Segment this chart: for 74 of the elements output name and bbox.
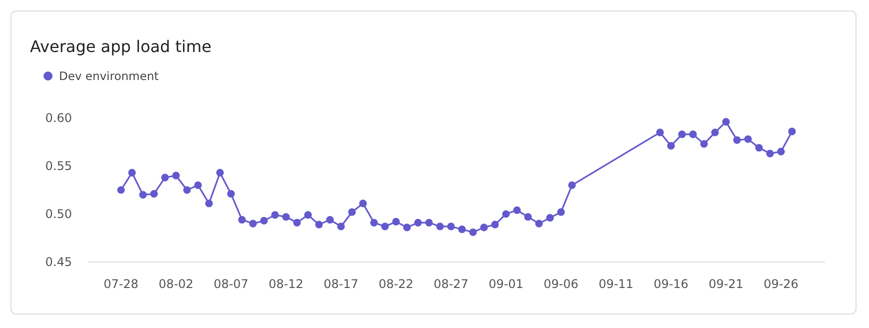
- point: [150, 190, 158, 198]
- point: [502, 210, 510, 218]
- point: [293, 218, 301, 226]
- point: [205, 200, 213, 208]
- x-tick-label: 09-26: [764, 277, 798, 291]
- x-tick-label: 08-22: [378, 277, 414, 291]
- point: [722, 118, 730, 126]
- y-tick-label: 0.55: [45, 159, 72, 173]
- point: [788, 128, 796, 136]
- y-tick-label: 0.60: [45, 111, 72, 125]
- point: [117, 186, 125, 194]
- point: [359, 200, 367, 208]
- y-tick-label: 0.50: [45, 207, 72, 221]
- point: [315, 220, 323, 228]
- point: [678, 130, 686, 138]
- x-tick-label: 08-02: [158, 277, 194, 291]
- x-tick-label: 09-16: [654, 277, 688, 291]
- point: [491, 220, 499, 228]
- point: [216, 168, 224, 177]
- point: [447, 222, 455, 230]
- x-tick-label: 08-27: [434, 277, 468, 291]
- point: [139, 191, 147, 199]
- point: [733, 136, 741, 144]
- point: [777, 148, 785, 156]
- x-tick-label: 08-17: [324, 277, 358, 291]
- point: [436, 222, 444, 230]
- point: [183, 186, 191, 194]
- point: [458, 226, 466, 234]
- point: [161, 174, 169, 182]
- chart-title: Average app load time: [30, 37, 212, 56]
- point: [425, 218, 433, 226]
- point: [667, 142, 675, 150]
- point: [755, 144, 763, 152]
- x-tick-label: 07-28: [104, 277, 138, 291]
- point: [249, 220, 257, 228]
- x-tick-label: 08-07: [214, 277, 248, 291]
- x-tick-label: 09-21: [708, 277, 744, 291]
- point: [568, 181, 576, 189]
- point: [700, 140, 708, 148]
- point: [656, 128, 664, 136]
- point: [513, 206, 521, 214]
- point: [711, 128, 719, 136]
- point: [392, 218, 400, 226]
- point: [766, 150, 774, 158]
- point: [744, 135, 752, 143]
- point: [172, 172, 180, 180]
- point: [348, 208, 356, 216]
- x-tick-label: 09-01: [488, 277, 524, 291]
- x-tick-label: 09-06: [544, 277, 578, 291]
- point: [337, 222, 345, 230]
- x-tick-label: 08-12: [268, 277, 304, 291]
- point: [238, 216, 246, 224]
- point: [326, 216, 334, 224]
- x-tick-label: 09-11: [598, 277, 634, 291]
- point: [469, 228, 477, 236]
- y-tick-label: 0.45: [45, 255, 72, 269]
- point: [414, 218, 422, 226]
- point: [128, 168, 136, 177]
- point: [689, 130, 697, 138]
- point: [381, 222, 389, 230]
- point: [227, 190, 235, 198]
- point: [403, 224, 411, 232]
- point: [557, 208, 565, 216]
- point: [304, 211, 312, 219]
- point: [260, 216, 268, 225]
- point: [370, 218, 378, 226]
- point: [271, 211, 279, 219]
- point: [524, 213, 532, 221]
- legend-label: Dev environment: [59, 69, 160, 83]
- point: [282, 213, 290, 221]
- point: [546, 214, 554, 222]
- point: [535, 220, 543, 228]
- point: [480, 224, 488, 232]
- point: [194, 181, 202, 189]
